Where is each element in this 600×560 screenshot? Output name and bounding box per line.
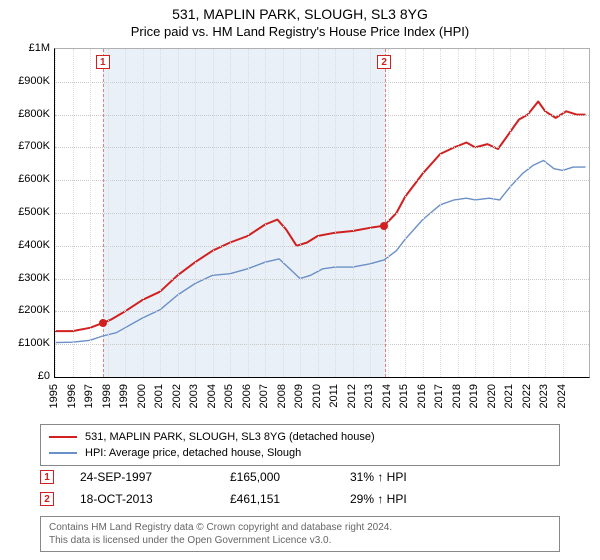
x-axis-label: 2021 <box>503 384 515 408</box>
x-axis-label: 1995 <box>48 384 60 408</box>
x-axis-label: 2002 <box>171 384 183 408</box>
sale-price: £165,000 <box>230 470 350 484</box>
series-hpi <box>55 161 586 343</box>
x-axis-label: 1997 <box>83 384 95 408</box>
sales-table: 1 24-SEP-1997 £165,000 31% ↑ HPI 2 18-OC… <box>40 466 560 510</box>
x-axis-label: 2008 <box>276 384 288 408</box>
x-axis-label: 1996 <box>66 384 78 408</box>
y-axis-label: £1M <box>4 42 50 54</box>
footer-line: This data is licensed under the Open Gov… <box>49 534 551 547</box>
x-axis-label: 2007 <box>258 384 270 408</box>
x-axis-label: 2017 <box>433 384 445 408</box>
x-axis-label: 2012 <box>346 384 358 408</box>
x-axis-label: 2022 <box>521 384 533 408</box>
sale-hpi-delta: 29% ↑ HPI <box>350 492 470 506</box>
legend-swatch <box>49 436 77 439</box>
x-axis-label: 2019 <box>468 384 480 408</box>
legend-label: HPI: Average price, detached house, Slou… <box>85 447 301 459</box>
x-axis-label: 2000 <box>136 384 148 408</box>
x-axis-label: 2010 <box>311 384 323 408</box>
y-axis-label: £400K <box>4 239 50 251</box>
y-axis-label: £300K <box>4 272 50 284</box>
plot-area: 12 <box>54 48 590 378</box>
chart-wrap: 12 £0£100K£200K£300K£400K£500K£600K£700K… <box>4 44 596 414</box>
sale-number-icon: 1 <box>40 470 54 484</box>
x-axis-label: 2009 <box>293 384 305 408</box>
sale-marker: 1 <box>96 55 110 69</box>
sale-date: 24-SEP-1997 <box>80 470 230 484</box>
x-axis-label: 2001 <box>153 384 165 408</box>
x-axis-label: 2004 <box>206 384 218 408</box>
x-axis-label: 2014 <box>381 384 393 408</box>
footer-attribution: Contains HM Land Registry data © Crown c… <box>40 516 560 552</box>
sale-dot <box>380 222 388 230</box>
legend-swatch <box>49 452 77 454</box>
sales-row: 2 18-OCT-2013 £461,151 29% ↑ HPI <box>40 488 560 510</box>
page-title: 531, MAPLIN PARK, SLOUGH, SL3 8YG <box>0 0 600 22</box>
sale-hpi-delta: 31% ↑ HPI <box>350 470 470 484</box>
x-axis-label: 2015 <box>398 384 410 408</box>
legend-label: 531, MAPLIN PARK, SLOUGH, SL3 8YG (detac… <box>85 431 375 443</box>
x-axis-label: 2023 <box>538 384 550 408</box>
x-axis-label: 1999 <box>118 384 130 408</box>
y-axis-label: £200K <box>4 304 50 316</box>
x-axis-label: 2024 <box>556 384 568 408</box>
y-axis-label: £0 <box>4 370 50 382</box>
y-axis-label: £900K <box>4 75 50 87</box>
sales-row: 1 24-SEP-1997 £165,000 31% ↑ HPI <box>40 466 560 488</box>
legend-item: 531, MAPLIN PARK, SLOUGH, SL3 8YG (detac… <box>49 429 551 445</box>
legend-item: HPI: Average price, detached house, Slou… <box>49 445 551 461</box>
x-axis-label: 2006 <box>241 384 253 408</box>
x-axis-label: 2005 <box>223 384 235 408</box>
sale-date: 18-OCT-2013 <box>80 492 230 506</box>
y-axis-label: £600K <box>4 173 50 185</box>
series-price_paid <box>55 102 586 332</box>
sale-price: £461,151 <box>230 492 350 506</box>
x-axis-label: 2011 <box>328 384 340 408</box>
page-subtitle: Price paid vs. HM Land Registry's House … <box>0 22 600 39</box>
sale-marker: 2 <box>377 55 391 69</box>
x-axis-label: 2020 <box>486 384 498 408</box>
y-axis-label: £800K <box>4 108 50 120</box>
x-axis-label: 1998 <box>101 384 113 408</box>
y-axis-label: £700K <box>4 140 50 152</box>
footer-line: Contains HM Land Registry data © Crown c… <box>49 521 551 534</box>
sale-number-icon: 2 <box>40 492 54 506</box>
chart-container: 531, MAPLIN PARK, SLOUGH, SL3 8YG Price … <box>0 0 600 560</box>
y-axis-label: £500K <box>4 206 50 218</box>
legend: 531, MAPLIN PARK, SLOUGH, SL3 8YG (detac… <box>40 424 560 466</box>
y-axis-label: £100K <box>4 337 50 349</box>
x-axis-label: 2016 <box>416 384 428 408</box>
x-axis-label: 2018 <box>451 384 463 408</box>
x-axis-label: 2003 <box>188 384 200 408</box>
sale-dot <box>99 319 107 327</box>
x-axis-label: 2013 <box>363 384 375 408</box>
